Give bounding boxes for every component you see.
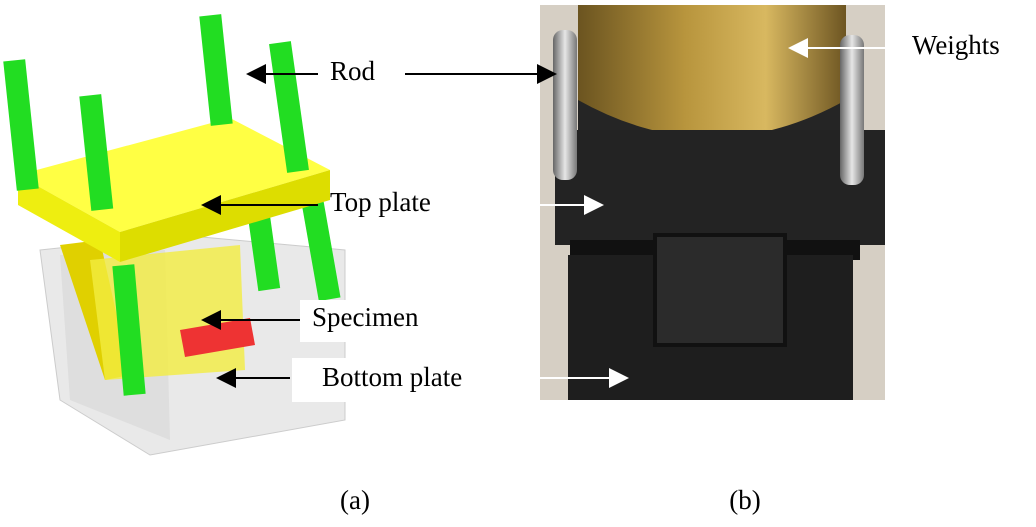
label-weights: Weights bbox=[912, 30, 1000, 60]
caption-b: (b) bbox=[729, 485, 760, 515]
label-specimen: Specimen bbox=[312, 302, 419, 332]
label-bottom-plate: Bottom plate bbox=[322, 362, 462, 392]
photo bbox=[540, 5, 885, 400]
caption-a: (a) bbox=[340, 485, 370, 515]
label-rod: Rod bbox=[330, 56, 376, 86]
figure: Rod Weights Top plate Specimen Bottom pl… bbox=[0, 0, 1036, 527]
label-top-plate: Top plate bbox=[330, 187, 431, 217]
